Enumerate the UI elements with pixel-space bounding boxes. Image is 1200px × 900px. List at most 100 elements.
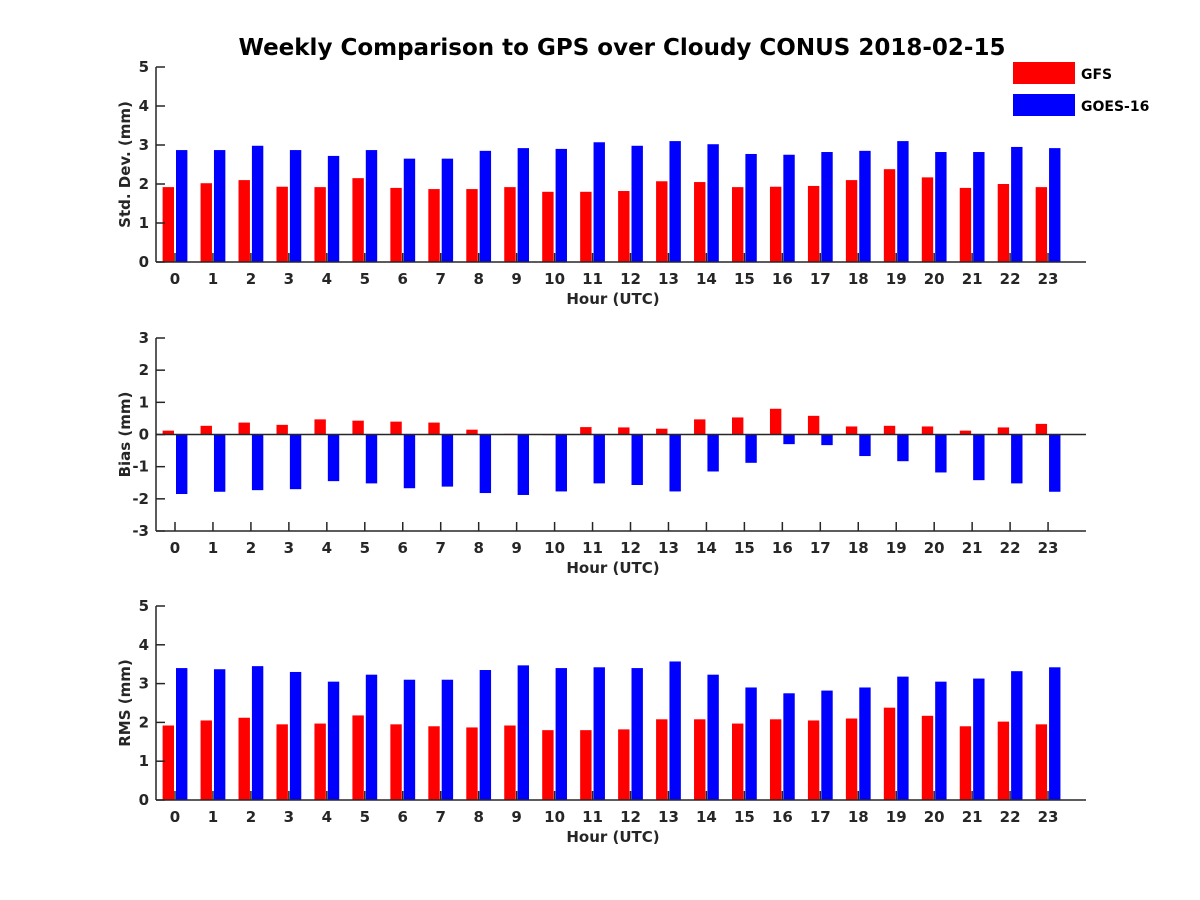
- bar-rms-gfs-20: [921, 715, 934, 800]
- y-tick-label-rms-0: 0: [139, 791, 149, 809]
- bar-bias-gfs-20: [921, 426, 934, 435]
- bar-std-dev-gfs-1: [200, 183, 212, 262]
- bar-rms-gfs-17: [807, 720, 820, 800]
- bar-rms-goes16-2: [251, 666, 264, 800]
- bar-bias-goes16-1: [213, 434, 226, 492]
- bar-std-dev-goes16-5: [365, 150, 378, 262]
- bar-rms-gfs-14: [694, 719, 706, 800]
- x-tick-label-rms-21: 21: [962, 808, 983, 826]
- bar-std-dev-goes16-1: [213, 150, 226, 262]
- x-tick-label-std-dev-22: 22: [1000, 270, 1021, 288]
- x-tick-label-rms-7: 7: [435, 808, 445, 826]
- bar-std-dev-goes16-13: [669, 141, 681, 262]
- x-tick-label-rms-4: 4: [322, 808, 332, 826]
- bar-rms-goes16-11: [593, 667, 605, 800]
- legend-swatch-goes16: [1013, 94, 1075, 116]
- bar-std-dev-goes16-4: [327, 155, 340, 262]
- x-tick-label-rms-19: 19: [886, 808, 907, 826]
- bar-std-dev-gfs-14: [694, 182, 706, 262]
- bar-rms-gfs-21: [959, 726, 972, 800]
- bar-rms-goes16-17: [821, 690, 833, 800]
- bar-std-dev-gfs-16: [769, 186, 782, 262]
- x-tick-label-rms-17: 17: [810, 808, 831, 826]
- x-tick-label-bias-6: 6: [398, 539, 408, 557]
- bar-bias-gfs-6: [390, 421, 402, 435]
- bar-bias-gfs-21: [959, 430, 972, 435]
- bar-bias-gfs-7: [428, 422, 440, 435]
- bar-bias-goes16-21: [973, 434, 985, 481]
- bar-bias-gfs-0: [162, 430, 174, 435]
- bar-std-dev-goes16-19: [897, 141, 909, 262]
- bar-std-dev-goes16-10: [555, 148, 567, 262]
- x-tick-label-bias-12: 12: [620, 539, 641, 557]
- bar-rms-goes16-15: [745, 687, 757, 800]
- bar-rms-gfs-23: [1035, 724, 1048, 800]
- x-tick-label-rms-14: 14: [696, 808, 717, 826]
- x-tick-label-rms-16: 16: [772, 808, 793, 826]
- bar-bias-goes16-12: [631, 434, 643, 485]
- y-tick-label-std-dev-1: 1: [139, 214, 149, 232]
- y-tick-label-bias-6: 3: [139, 329, 149, 347]
- bar-std-dev-goes16-22: [1011, 146, 1023, 262]
- bar-bias-goes16-3: [289, 434, 302, 490]
- x-axis-label-bias: Hour (UTC): [566, 559, 659, 577]
- x-tick-label-bias-20: 20: [924, 539, 945, 557]
- x-tick-label-rms-9: 9: [511, 808, 521, 826]
- bar-rms-goes16-8: [479, 670, 492, 800]
- x-tick-label-rms-22: 22: [1000, 808, 1021, 826]
- x-tick-label-std-dev-19: 19: [886, 270, 907, 288]
- bar-rms-goes16-13: [669, 661, 681, 800]
- bar-bias-gfs-2: [238, 422, 250, 435]
- bar-std-dev-gfs-5: [352, 178, 364, 262]
- x-tick-label-bias-9: 9: [511, 539, 521, 557]
- x-tick-label-rms-6: 6: [398, 808, 408, 826]
- bar-rms-goes16-4: [327, 681, 340, 800]
- bar-bias-goes16-22: [1011, 434, 1023, 484]
- x-tick-label-std-dev-23: 23: [1038, 270, 1059, 288]
- x-tick-label-std-dev-4: 4: [322, 270, 332, 288]
- bar-std-dev-gfs-12: [618, 191, 630, 262]
- y-tick-label-std-dev-5: 5: [139, 58, 149, 76]
- bar-std-dev-goes16-21: [973, 152, 985, 262]
- x-tick-label-rms-8: 8: [473, 808, 483, 826]
- x-tick-label-bias-11: 11: [582, 539, 603, 557]
- bar-bias-goes16-8: [479, 434, 492, 494]
- x-tick-label-bias-23: 23: [1038, 539, 1059, 557]
- bar-bias-goes16-19: [897, 434, 909, 462]
- bar-std-dev-gfs-11: [580, 191, 592, 262]
- bar-rms-goes16-22: [1011, 671, 1023, 800]
- bar-std-dev-gfs-15: [732, 187, 744, 262]
- bar-bias-goes16-14: [707, 434, 719, 472]
- bar-std-dev-gfs-17: [807, 185, 820, 262]
- x-tick-label-bias-21: 21: [962, 539, 983, 557]
- x-tick-label-std-dev-5: 5: [360, 270, 370, 288]
- x-tick-label-std-dev-0: 0: [170, 270, 180, 288]
- bar-rms-gfs-6: [390, 724, 402, 800]
- bar-rms-goes16-18: [859, 687, 871, 800]
- bar-bias-gfs-8: [466, 429, 478, 435]
- y-tick-label-std-dev-2: 2: [139, 175, 149, 193]
- x-tick-label-rms-3: 3: [284, 808, 294, 826]
- x-tick-label-rms-11: 11: [582, 808, 603, 826]
- x-tick-label-bias-2: 2: [246, 539, 256, 557]
- bar-bias-goes16-11: [593, 434, 605, 484]
- bar-rms-goes16-0: [176, 668, 188, 800]
- bar-std-dev-goes16-0: [176, 150, 188, 262]
- y-tick-label-bias-0: -3: [132, 522, 149, 540]
- bar-rms-gfs-0: [162, 725, 174, 800]
- bar-bias-goes16-16: [783, 434, 795, 445]
- bar-bias-gfs-13: [656, 428, 668, 435]
- x-tick-label-bias-3: 3: [284, 539, 294, 557]
- bar-rms-goes16-5: [365, 674, 378, 800]
- bar-rms-gfs-12: [618, 729, 630, 800]
- bar-std-dev-goes16-8: [479, 150, 492, 262]
- bar-bias-gfs-23: [1035, 423, 1048, 435]
- bar-std-dev-goes16-9: [517, 148, 530, 262]
- bar-bias-gfs-19: [883, 425, 896, 435]
- x-tick-label-bias-10: 10: [544, 539, 565, 557]
- bar-bias-goes16-6: [403, 434, 416, 489]
